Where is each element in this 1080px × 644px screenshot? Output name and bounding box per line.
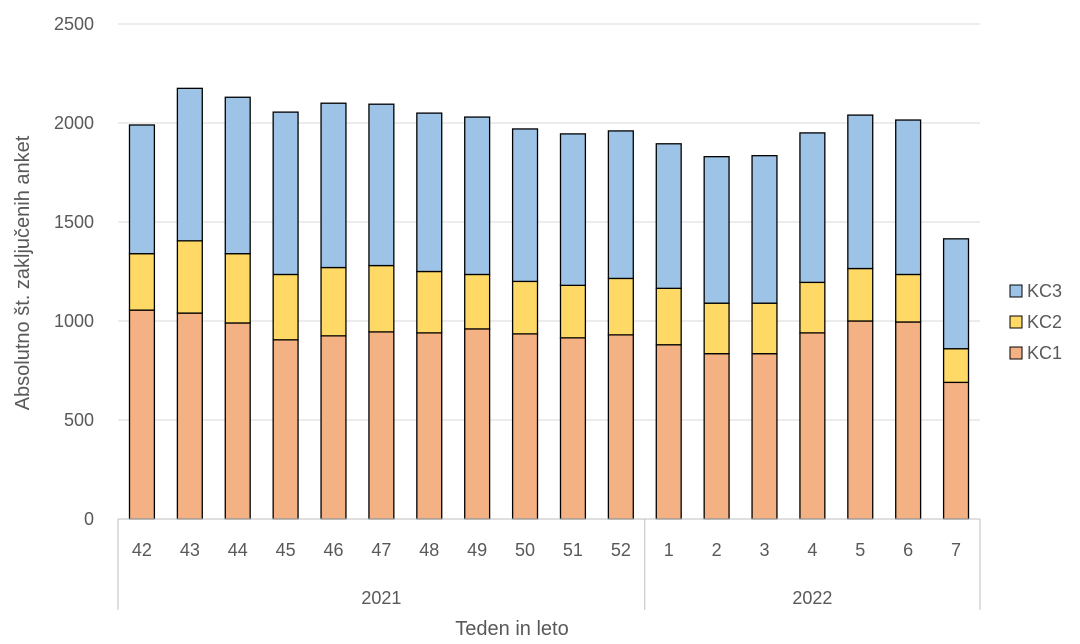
bar-kc2-45 [272, 273, 299, 341]
bar-kc2-52 [607, 277, 634, 336]
y-tick-label: 1500 [54, 212, 94, 232]
bar-kc3-42 [128, 124, 156, 255]
bar-kc1-42 [128, 309, 156, 520]
bar-kc3-49 [464, 116, 491, 276]
bar-kc2-1 [655, 287, 682, 346]
bar-kc2-47 [368, 264, 395, 333]
gridlines [118, 23, 980, 421]
legend-label-kc3: KC3 [1027, 281, 1062, 301]
bar-kc2-2 [703, 302, 730, 355]
x-tick-label: 47 [371, 540, 391, 560]
bar-kc2-5 [847, 267, 874, 322]
bar-kc3-47 [368, 103, 395, 267]
x-tick-label: 46 [323, 540, 343, 560]
bar-kc3-7 [942, 238, 970, 350]
bar-kc2-46 [320, 266, 347, 337]
x-tick-label: 1 [664, 540, 674, 560]
y-tick-label: 2000 [54, 113, 94, 133]
legend-label-kc2: KC2 [1027, 312, 1062, 332]
x-tick-label: 49 [467, 540, 487, 560]
y-tick-label: 0 [84, 509, 94, 529]
x-tick-label: 4 [807, 540, 817, 560]
bar-kc2-48 [416, 270, 443, 334]
legend-swatch-kc1 [1009, 346, 1023, 360]
bar-kc3-2 [703, 156, 730, 304]
bar-kc1-50 [511, 333, 539, 520]
bar-kc1-52 [607, 334, 634, 520]
bar-kc2-3 [751, 302, 778, 355]
bar-kc1-6 [895, 321, 922, 520]
bar-kc3-45 [272, 111, 299, 276]
bar-kc1-51 [559, 337, 587, 520]
bar-kc1-3 [751, 353, 778, 520]
bar-kc2-44 [224, 253, 251, 324]
bar-kc1-49 [464, 328, 491, 520]
group-label: 2021 [361, 588, 401, 608]
bar-kc3-50 [511, 128, 539, 283]
x-tick-label: 2 [712, 540, 722, 560]
bar-kc1-44 [224, 322, 251, 520]
bar-kc3-51 [559, 133, 587, 287]
x-tick-label: 5 [855, 540, 865, 560]
x-axis-title: Teden in leto [455, 618, 568, 640]
x-tick-label: 48 [419, 540, 439, 560]
y-tick-label: 1000 [54, 311, 94, 331]
bar-kc1-46 [320, 335, 347, 520]
y-tick-label: 2500 [54, 14, 94, 34]
legend-swatch-kc2 [1009, 315, 1023, 329]
bar-kc2-4 [799, 281, 826, 334]
x-tick-label: 3 [759, 540, 769, 560]
bar-kc3-48 [416, 112, 443, 273]
x-tick-label: 43 [180, 540, 200, 560]
y-axis-title: Absolutno št. zaključenih anket [12, 135, 34, 410]
bar-kc1-47 [368, 331, 395, 520]
bar-kc1-45 [272, 339, 299, 520]
group-label: 2022 [792, 588, 832, 608]
bar-kc3-44 [224, 96, 251, 255]
bar-kc3-3 [751, 155, 778, 304]
legend-label-kc1: KC1 [1027, 343, 1062, 363]
bar-kc3-43 [176, 87, 203, 242]
x-tick-label: 45 [276, 540, 296, 560]
bar-kc3-6 [895, 119, 922, 276]
bar-kc3-46 [320, 102, 347, 269]
bars [128, 87, 970, 520]
bar-kc1-2 [703, 353, 730, 520]
legend-swatch-kc3 [1009, 284, 1023, 298]
x-tick-label: 7 [951, 540, 961, 560]
bar-kc2-6 [895, 273, 922, 323]
y-tick-label: 500 [64, 410, 94, 430]
x-tick-label: 51 [563, 540, 583, 560]
bar-kc2-7 [942, 348, 970, 384]
x-tick-label: 52 [611, 540, 631, 560]
bar-kc1-5 [847, 320, 874, 520]
bar-kc1-1 [655, 344, 682, 520]
bar-kc3-1 [655, 143, 682, 289]
bar-kc3-52 [607, 130, 634, 280]
bar-kc2-51 [559, 284, 587, 339]
legend: KC3 KC2 KC1 [1009, 281, 1062, 363]
bar-kc3-4 [799, 132, 826, 284]
bar-kc2-50 [511, 280, 539, 335]
x-tick-label: 44 [228, 540, 248, 560]
bar-kc1-7 [942, 381, 970, 520]
x-tick-label: 6 [903, 540, 913, 560]
bar-kc1-4 [799, 332, 826, 520]
bar-kc1-48 [416, 332, 443, 520]
bar-kc3-5 [847, 114, 874, 270]
bar-kc2-49 [464, 273, 491, 330]
x-tick-label: 50 [515, 540, 535, 560]
bar-kc2-43 [176, 240, 203, 314]
bar-kc2-42 [128, 253, 156, 311]
bar-kc1-43 [176, 312, 203, 520]
x-tick-label: 42 [132, 540, 152, 560]
